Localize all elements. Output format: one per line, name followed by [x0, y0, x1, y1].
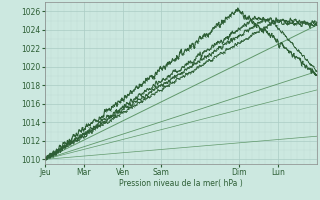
- X-axis label: Pression niveau de la mer( hPa ): Pression niveau de la mer( hPa ): [119, 179, 243, 188]
